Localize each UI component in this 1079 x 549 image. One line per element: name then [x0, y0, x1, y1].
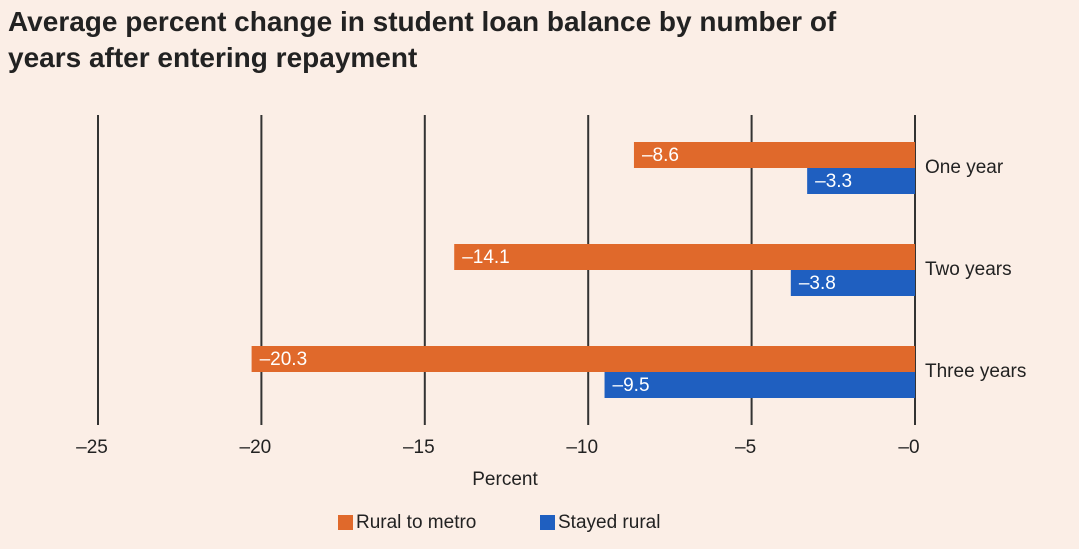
category-label: Two years	[925, 259, 1012, 280]
x-tick-label: –10	[566, 437, 598, 458]
value-label: –3.3	[815, 171, 852, 192]
x-tick-label: –20	[240, 437, 272, 458]
chart-title: Average percent change in student loan b…	[8, 6, 837, 73]
legend-swatch	[540, 515, 555, 530]
value-label: –9.5	[613, 375, 650, 396]
legend-swatch	[338, 515, 353, 530]
bar	[604, 372, 915, 398]
bar	[790, 270, 915, 296]
bar	[807, 168, 915, 194]
x-tick-label: –0	[898, 437, 919, 458]
x-tick-label: –15	[403, 437, 435, 458]
value-label: –20.3	[260, 349, 308, 370]
category-label: One year	[925, 157, 1004, 178]
bar	[633, 142, 915, 168]
x-tick-label: –25	[76, 437, 108, 458]
legend-label: Rural to metro	[356, 512, 476, 533]
x-tick-label: –5	[735, 437, 756, 458]
value-label: –14.1	[462, 247, 510, 268]
category-label: Three years	[925, 361, 1026, 382]
x-axis-label: Percent	[472, 469, 538, 490]
bar	[454, 244, 915, 270]
legend-label: Stayed rural	[558, 512, 660, 533]
value-label: –3.8	[799, 273, 836, 294]
value-label: –8.6	[642, 145, 679, 166]
bar	[251, 346, 915, 372]
